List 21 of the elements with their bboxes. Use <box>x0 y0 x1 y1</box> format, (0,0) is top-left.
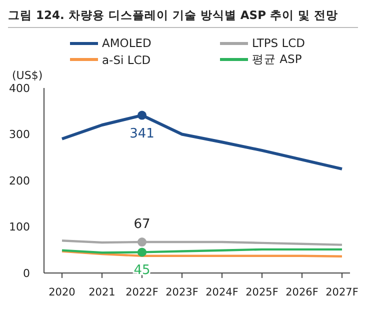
y-tick-label: 400 <box>9 82 30 95</box>
y-tick-label: 300 <box>9 128 30 142</box>
x-tick-label: 2027F <box>326 286 358 298</box>
x-tick-label: 2023F <box>166 286 198 298</box>
y-axis-title: (US$) <box>12 69 44 82</box>
x-tick-label: 2026F <box>286 286 318 298</box>
x-tick-label: 2024F <box>206 286 238 298</box>
data-label: 341 <box>130 126 154 142</box>
x-tick-label: 2022F <box>126 286 158 298</box>
x-tick-label: 2020 <box>48 286 76 298</box>
data-label: 67 <box>134 217 150 232</box>
legend-label: 평균 ASP <box>252 52 302 67</box>
y-tick-label: 200 <box>9 174 30 188</box>
x-tick-label: 2021 <box>88 286 116 298</box>
chart-title: 그림 124. 차량용 디스플레이 기술 방식별 ASP 추이 및 전망 <box>8 8 358 28</box>
legend-label: LTPS LCD <box>252 36 306 50</box>
y-tick-label: 0 <box>23 266 30 280</box>
legend-label: AMOLED <box>102 36 152 50</box>
y-tick-label: 100 <box>9 220 30 234</box>
legend-label: a-Si LCD <box>102 52 151 66</box>
x-tick-label: 2025F <box>246 286 278 298</box>
